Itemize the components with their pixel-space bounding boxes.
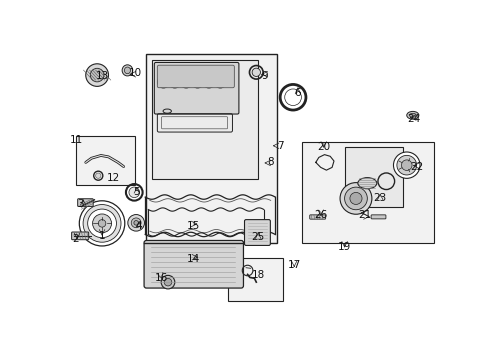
Ellipse shape: [122, 65, 132, 76]
Circle shape: [339, 183, 371, 214]
Circle shape: [83, 204, 121, 242]
Bar: [76, 136, 135, 185]
Ellipse shape: [357, 177, 376, 189]
Text: 15: 15: [186, 221, 199, 231]
Ellipse shape: [124, 67, 130, 74]
Circle shape: [214, 76, 226, 88]
Text: 11: 11: [69, 135, 83, 145]
Circle shape: [168, 76, 181, 88]
Text: 1: 1: [99, 231, 105, 241]
Circle shape: [180, 76, 192, 88]
Text: 23: 23: [373, 193, 386, 203]
Text: 24: 24: [406, 114, 419, 125]
FancyBboxPatch shape: [370, 215, 385, 219]
Circle shape: [96, 173, 101, 178]
FancyBboxPatch shape: [157, 65, 234, 88]
Bar: [146, 54, 277, 243]
Circle shape: [401, 160, 411, 170]
Circle shape: [79, 201, 124, 246]
Text: 5: 5: [133, 186, 139, 197]
Circle shape: [252, 68, 260, 76]
FancyBboxPatch shape: [144, 240, 243, 288]
Circle shape: [127, 215, 144, 231]
Circle shape: [284, 89, 301, 105]
Text: 7: 7: [276, 141, 283, 151]
Text: 9: 9: [261, 71, 268, 81]
Text: 4: 4: [135, 221, 142, 231]
Text: 10: 10: [128, 68, 142, 78]
Text: 12: 12: [106, 174, 120, 184]
Bar: [152, 60, 258, 179]
Circle shape: [85, 64, 108, 86]
Circle shape: [157, 76, 169, 88]
Text: 19: 19: [337, 242, 350, 252]
Text: 22: 22: [410, 162, 423, 172]
Text: 14: 14: [187, 254, 200, 264]
Circle shape: [87, 209, 116, 238]
Circle shape: [161, 275, 175, 289]
Circle shape: [396, 156, 416, 175]
Circle shape: [90, 68, 104, 82]
Ellipse shape: [408, 113, 415, 117]
Circle shape: [344, 187, 366, 210]
Text: 21: 21: [358, 210, 371, 220]
Bar: [344, 147, 403, 207]
Circle shape: [203, 76, 215, 88]
FancyBboxPatch shape: [244, 220, 270, 246]
Text: 18: 18: [251, 270, 264, 280]
Circle shape: [349, 192, 361, 204]
Circle shape: [191, 76, 203, 88]
FancyBboxPatch shape: [154, 62, 239, 114]
Ellipse shape: [406, 111, 418, 119]
Bar: [301, 141, 433, 243]
Text: 20: 20: [317, 142, 329, 152]
Text: 26: 26: [313, 210, 326, 220]
Text: 25: 25: [251, 232, 264, 242]
Text: 6: 6: [294, 87, 301, 98]
Text: 2: 2: [72, 234, 79, 244]
Text: 17: 17: [287, 260, 300, 270]
Text: 8: 8: [267, 157, 273, 167]
FancyBboxPatch shape: [78, 199, 93, 206]
Text: 3: 3: [78, 199, 84, 209]
Circle shape: [131, 218, 141, 228]
Circle shape: [164, 278, 171, 286]
FancyBboxPatch shape: [71, 232, 88, 240]
Circle shape: [393, 152, 419, 178]
Circle shape: [129, 187, 139, 198]
Circle shape: [134, 221, 138, 225]
Text: 13: 13: [95, 71, 108, 81]
Circle shape: [92, 214, 111, 233]
Bar: [227, 258, 282, 301]
Circle shape: [98, 220, 105, 227]
FancyBboxPatch shape: [309, 215, 325, 219]
Text: 16: 16: [155, 273, 168, 283]
